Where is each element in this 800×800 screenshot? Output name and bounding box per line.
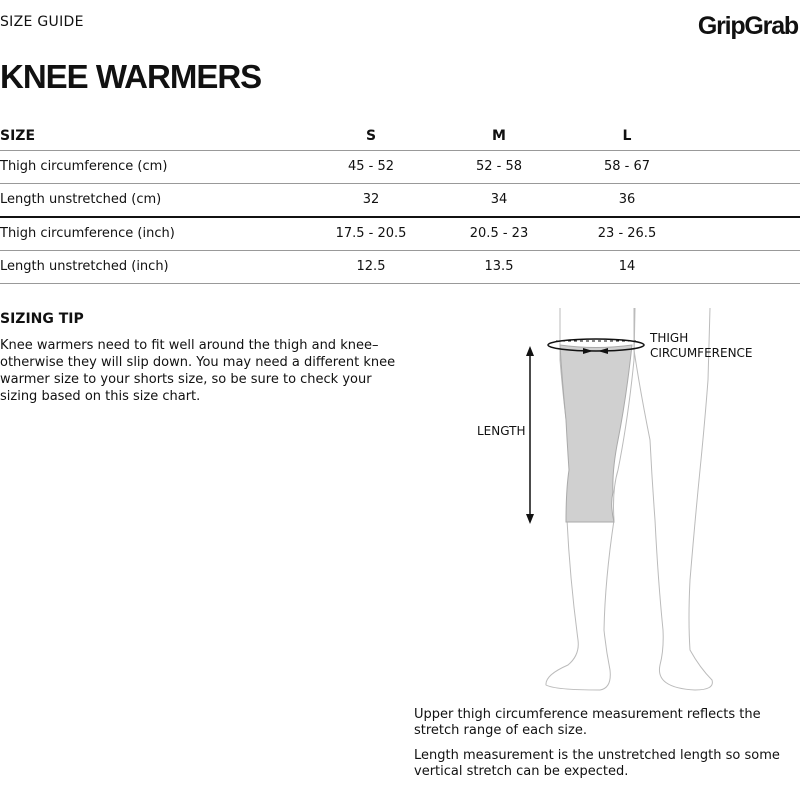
sizing-tip-text: Knee warmers need to fit well around the… <box>0 338 396 404</box>
table-row: Thigh circumference (inch) 17.5 - 20.5 2… <box>0 218 800 251</box>
brand-logo: GripGrab <box>697 12 799 40</box>
column-header: L <box>622 128 632 144</box>
size-table: SIZE S M L Thigh circumference (cm) 45 -… <box>0 120 800 284</box>
table-header: SIZE S M L <box>0 120 800 151</box>
table-row: Length unstretched (cm) 32 34 36 <box>0 184 800 218</box>
cell: 52 - 58 <box>475 159 523 174</box>
right-leg-outline <box>633 307 713 691</box>
length-label: LENGTH <box>477 424 526 438</box>
size-guide-kicker: SIZE GUIDE <box>0 14 84 30</box>
row-label: Thigh circumference (cm) <box>0 159 168 174</box>
notes: Upper thigh circumference measurement re… <box>414 707 800 789</box>
thigh-circumference-ellipse <box>547 338 645 352</box>
column-header: SIZE <box>0 128 36 144</box>
cell: 17.5 - 20.5 <box>335 226 407 241</box>
thigh-label-line1: THIGH <box>650 331 689 345</box>
table-row: Length unstretched (inch) 12.5 13.5 14 <box>0 251 800 284</box>
arrow-left-icon <box>598 348 608 354</box>
row-label: Length unstretched (cm) <box>0 192 162 207</box>
knee-warmer-shape <box>559 344 633 523</box>
sizing-tip-heading: SIZING TIP <box>0 311 84 327</box>
cell: 45 - 52 <box>347 159 395 174</box>
thigh-label: THIGH CIRCUMFERENCE <box>650 331 753 361</box>
cell: 20.5 - 23 <box>469 226 529 241</box>
row-label: Length unstretched (inch) <box>0 259 169 274</box>
cell: 32 <box>362 192 380 207</box>
thigh-label-line2: CIRCUMFERENCE <box>650 346 753 360</box>
page-title: KNEE WARMERS <box>0 58 262 95</box>
column-header: M <box>492 128 506 144</box>
column-header: S <box>365 128 377 144</box>
cell: 14 <box>618 259 636 274</box>
arrow-up-icon <box>526 346 534 356</box>
row-label: Thigh circumference (inch) <box>0 226 175 241</box>
note: Length measurement is the unstretched le… <box>414 748 780 779</box>
arrow-right-icon <box>583 348 593 354</box>
cell: 13.5 <box>484 259 514 274</box>
cell: 34 <box>490 192 508 207</box>
cell: 12.5 <box>356 259 386 274</box>
cell: 23 - 26.5 <box>597 226 657 241</box>
note: Upper thigh circumference measurement re… <box>414 707 761 738</box>
arrow-down-icon <box>526 514 534 524</box>
cell: 58 - 67 <box>603 159 651 174</box>
cell: 36 <box>618 192 636 207</box>
table-row: Thigh circumference (cm) 45 - 52 52 - 58… <box>0 151 800 184</box>
